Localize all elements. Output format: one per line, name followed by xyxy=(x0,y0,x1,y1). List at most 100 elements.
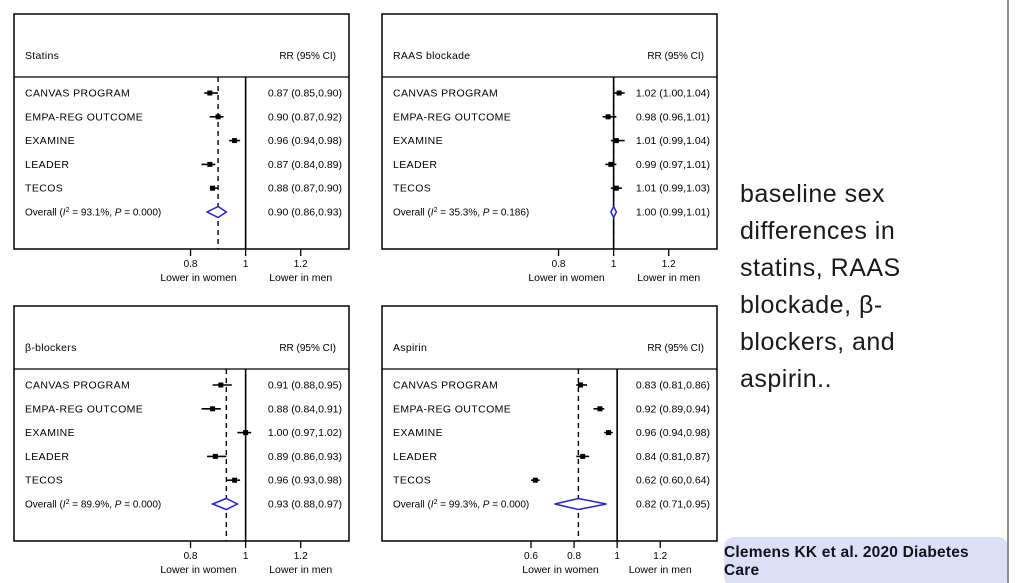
panel-border xyxy=(381,305,718,542)
axis-tick-label: 0.8 xyxy=(184,551,198,562)
rr-value-overall: 1.00 (0.99,1.01) xyxy=(636,207,710,219)
point-estimate-marker xyxy=(613,138,619,144)
slide-right-border xyxy=(1007,0,1009,583)
forest-plot-raas-blockade: RAAS blockade RR (95% CI) 0.8 1 1.2 Lower in … xyxy=(381,13,718,284)
forest-plot-beta-blockers: β-blockers RR (95% CI) 0.8 1 1.2 Lower in wom… xyxy=(13,305,350,576)
study-label: CANVAS PROGRAM xyxy=(393,88,498,100)
panel-border xyxy=(13,305,350,542)
point-estimate-marker xyxy=(605,114,611,120)
point-estimate-marker xyxy=(207,90,213,96)
rr-value: 0.62 (0.60,0.64) xyxy=(636,475,710,487)
rr-value-overall: 0.93 (0.88,0.97) xyxy=(268,499,342,511)
study-label: EXAMINE xyxy=(393,135,443,147)
side-note-line: blockade, β- xyxy=(740,291,883,319)
point-estimate-marker xyxy=(578,382,584,388)
study-label: EMPA-REG OUTCOME xyxy=(393,403,511,415)
point-estimate-marker xyxy=(597,406,603,412)
point-estimate-marker xyxy=(215,114,221,120)
point-estimate-marker xyxy=(210,406,216,412)
overall-label: Overall (I2 = 89.9%, P = 0.000) xyxy=(25,499,161,511)
overall-label: Overall (I2 = 99.3%, P = 0.000) xyxy=(393,499,529,511)
point-estimate-marker xyxy=(210,185,216,191)
rr-value: 1.02 (1.00,1.04) xyxy=(636,88,710,100)
citation-text: Clemens KK et al. 2020 Diabetes Care xyxy=(724,544,969,579)
point-estimate-marker xyxy=(207,161,213,167)
rr-value: 0.91 (0.88,0.95) xyxy=(268,380,342,392)
forest-plot-statins: Statins RR (95% CI) 0.8 1 1.2 Lower in women L… xyxy=(13,13,350,284)
study-label: EXAMINE xyxy=(393,427,443,439)
point-estimate-marker xyxy=(212,453,218,459)
study-label: LEADER xyxy=(393,159,437,171)
panel-title: β-blockers xyxy=(25,342,77,354)
side-note-line: differences in xyxy=(740,217,896,245)
axis-tick-label: 1.2 xyxy=(294,551,308,562)
value-column-header: RR (95% CI) xyxy=(279,343,336,354)
axis-tick-label: 1.2 xyxy=(294,259,308,270)
study-label: LEADER xyxy=(393,451,437,463)
panel-border xyxy=(13,13,350,250)
panel-title: Aspirin xyxy=(393,342,427,354)
rr-value: 1.01 (0.99,1.03) xyxy=(636,183,710,195)
axis-tick-label: 0.8 xyxy=(552,259,566,270)
point-estimate-marker xyxy=(608,161,614,167)
panel-statins: Statins RR (95% CI) 0.8 1 1.2 Lower in women L… xyxy=(13,13,373,294)
panel-title: Statins xyxy=(25,50,59,62)
study-label: TECOS xyxy=(393,475,431,487)
point-estimate-marker xyxy=(613,185,619,191)
panel-beta-blockers: β-blockers RR (95% CI) 0.8 1 1.2 Lower in wom… xyxy=(13,305,373,583)
study-label: LEADER xyxy=(25,159,69,171)
study-label: TECOS xyxy=(25,475,63,487)
axis-tick-label: 0.8 xyxy=(567,551,581,562)
panel-raas-blockade: RAAS blockade RR (95% CI) 0.8 1 1.2 Lower in … xyxy=(381,13,741,294)
rr-value: 0.88 (0.87,0.90) xyxy=(268,183,342,195)
rr-value: 0.92 (0.89,0.94) xyxy=(636,403,710,415)
study-label: EMPA-REG OUTCOME xyxy=(25,403,143,415)
rr-value: 0.89 (0.86,0.93) xyxy=(268,451,342,463)
axis-tick-label: 1.2 xyxy=(653,551,667,562)
axis-tick-label: 0.6 xyxy=(524,551,538,562)
panel-title: RAAS blockade xyxy=(393,50,470,62)
axis-tick-label: 1 xyxy=(611,259,617,270)
axis-label-left: Lower in women xyxy=(160,272,237,284)
value-column-header: RR (95% CI) xyxy=(647,51,704,62)
point-estimate-marker xyxy=(243,430,249,436)
value-column-header: RR (95% CI) xyxy=(279,51,336,62)
axis-tick-label: 1 xyxy=(243,259,249,270)
study-label: EMPA-REG OUTCOME xyxy=(25,111,143,123)
axis-label-left: Lower in women xyxy=(528,272,605,284)
overall-diamond xyxy=(205,205,228,219)
point-estimate-marker xyxy=(218,382,224,388)
rr-value: 0.87 (0.85,0.90) xyxy=(268,88,342,100)
study-label: EXAMINE xyxy=(25,427,75,439)
side-note-line: statins, RAAS xyxy=(740,254,901,282)
panel-aspirin: Aspirin RR (95% CI) 0.6 0.8 1 1.2 Lower in wom… xyxy=(381,305,741,583)
axis-label-right: Lower in men xyxy=(637,272,700,284)
axis-label-left: Lower in women xyxy=(522,564,599,576)
study-label: EMPA-REG OUTCOME xyxy=(393,111,511,123)
rr-value: 0.84 (0.81,0.87) xyxy=(636,451,710,463)
axis-tick-label: 0.8 xyxy=(184,259,198,270)
rr-value: 0.96 (0.94,0.98) xyxy=(636,427,710,439)
side-note-line: aspirin.. xyxy=(740,365,833,393)
axis-tick-label: 1.2 xyxy=(662,259,676,270)
point-estimate-marker xyxy=(232,138,238,144)
study-label: TECOS xyxy=(25,183,63,195)
point-estimate-marker xyxy=(232,477,238,483)
axis-label-right: Lower in men xyxy=(269,272,332,284)
study-label: CANVAS PROGRAM xyxy=(25,380,130,392)
rr-value: 0.88 (0.84,0.91) xyxy=(268,403,342,415)
axis-tick-label: 1 xyxy=(614,551,620,562)
study-label: EXAMINE xyxy=(25,135,75,147)
side-note-line: baseline sex xyxy=(740,180,885,208)
rr-value-overall: 0.90 (0.86,0.93) xyxy=(268,207,342,219)
overall-diamond xyxy=(610,204,618,220)
study-label: TECOS xyxy=(393,183,431,195)
side-note: baseline sex differences in statins, RAAS b… xyxy=(740,176,1000,398)
overall-diamond xyxy=(554,497,607,511)
point-estimate-marker xyxy=(580,453,586,459)
rr-value: 0.96 (0.94,0.98) xyxy=(268,135,342,147)
rr-value: 0.96 (0.93,0.98) xyxy=(268,475,342,487)
panel-border xyxy=(381,13,718,250)
value-column-header: RR (95% CI) xyxy=(647,343,704,354)
